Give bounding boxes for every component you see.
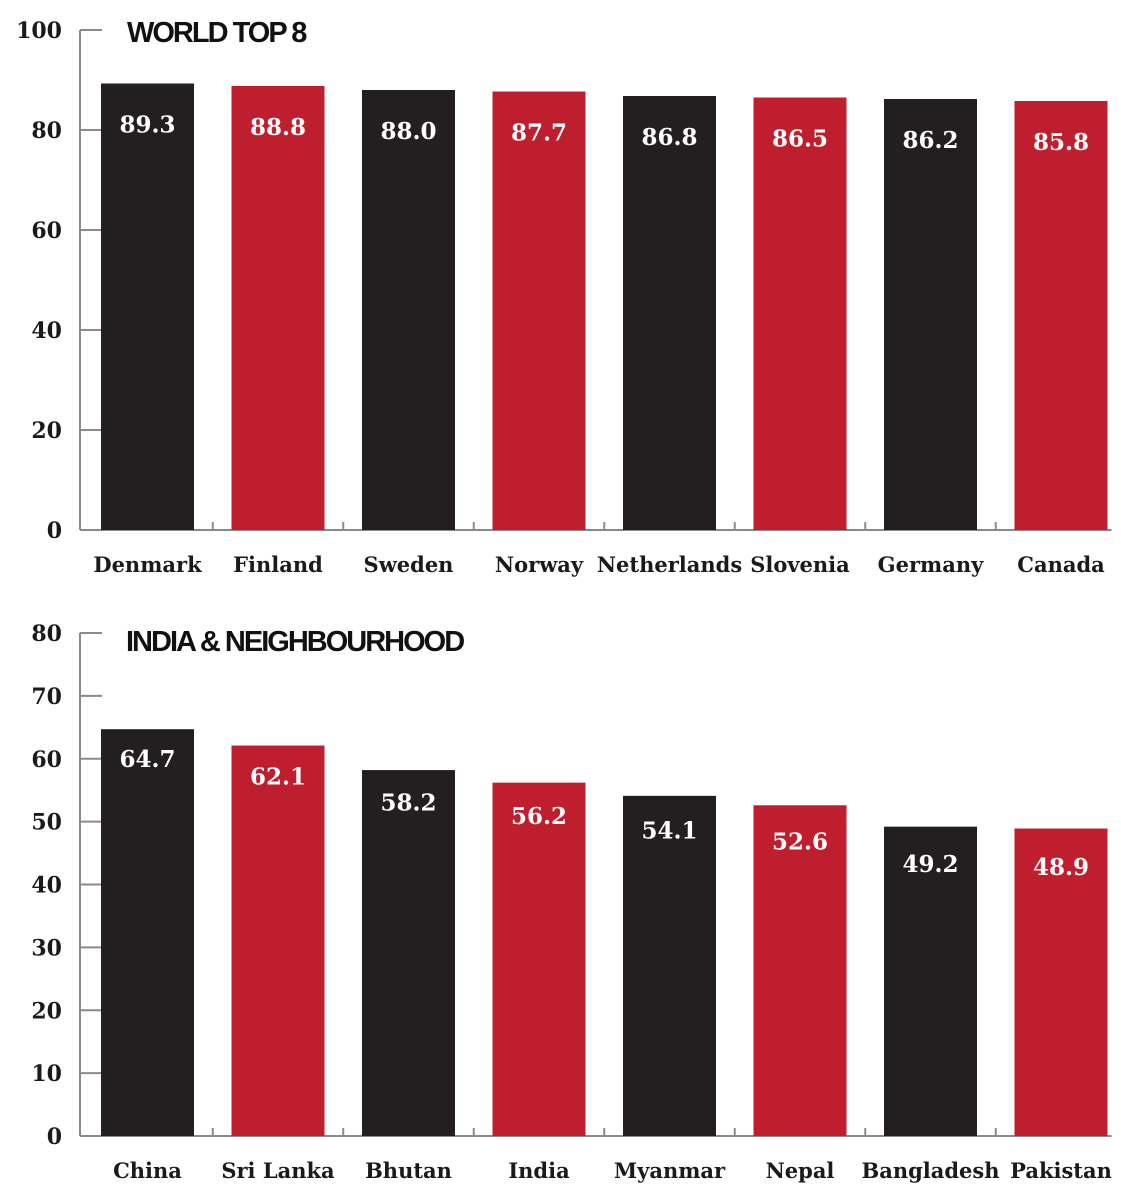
chart-2-bar [623,795,716,1136]
chart-2-y-tick-label: 60 [31,747,62,773]
chart-2-data-label: 58.2 [380,789,436,816]
chart-2-data-label: 48.9 [1033,854,1089,881]
chart-2-data-label: 62.1 [250,764,306,791]
chart-1-bar [362,90,455,530]
chart-2-y-tick-label: 40 [31,873,62,899]
chart-1-category-label: Norway [495,552,584,577]
chart-1-data-label: 88.0 [380,118,436,145]
chart-1-category-label: Sweden [364,552,454,577]
chart-1-data-label: 87.7 [511,120,567,147]
chart-2-category-label: India [508,1158,570,1183]
chart-2-bar [753,805,847,1136]
chart-1-y-tick-label: 40 [31,318,62,344]
chart-1-data-label: 89.3 [119,112,175,139]
chart-2-y-tick-label: 20 [31,998,62,1024]
chart-2-category-label: Nepal [766,1158,835,1183]
chart-2-bar [884,826,977,1136]
chart-2-bar [1014,828,1108,1136]
chart-1-y-tick-label: 0 [47,518,62,544]
chart-2-data-label: 56.2 [511,803,567,830]
chart-2-category-label: Myanmar [614,1158,726,1183]
chart-2-category-label: Sri Lanka [221,1158,335,1183]
chart-1-data-label: 86.8 [641,124,697,151]
chart-1-bar [623,96,716,530]
chart-2-y-tick-label: 30 [31,935,62,961]
chart-1-bar [231,86,325,530]
chart-1-data-label: 85.8 [1033,129,1089,156]
chart-1-category-label: Denmark [93,552,202,577]
chart-1-bar [101,83,194,530]
chart-2-category-label: Pakistan [1010,1158,1112,1183]
chart-2-data-label: 49.2 [902,851,958,878]
chart-2-y-tick-label: 80 [31,621,62,647]
chart-2-data-label: 52.6 [772,828,828,855]
chart-1-data-label: 86.2 [902,127,958,154]
chart-2-category-label: China [113,1158,182,1183]
chart-2-bar [101,729,194,1136]
chart-1-y-tick-label: 20 [31,418,62,444]
chart-1-y-tick-label: 80 [31,118,62,144]
chart-1-category-label: Canada [1017,552,1105,577]
chart-1-category-label: Germany [878,552,984,577]
chart-1-y-tick-label: 100 [16,18,62,44]
chart-2-y-tick-label: 50 [31,810,62,836]
chart-2-bar [231,745,325,1136]
chart-2-title: INDIA & NEIGHBOURHOOD [126,626,464,658]
chart-1-category-label: Finland [233,552,323,577]
chart-1-data-label: 86.5 [772,126,828,153]
chart-1-title: WORLD TOP 8 [127,17,307,49]
chart-1-bar [1014,101,1108,530]
chart-2-y-tick-label: 0 [47,1124,62,1150]
chart-2-data-label: 54.1 [641,818,697,845]
chart-2-bar [362,770,455,1136]
chart-2-category-label: Bhutan [365,1158,452,1183]
chart-1-category-label: Netherlands [597,552,742,577]
chart-2-data-label: 64.7 [119,746,175,773]
chart-1-bar [884,99,977,530]
chart-2-y-tick-label: 70 [31,684,62,710]
chart-1-bar [753,97,847,530]
chart-1-bar [492,91,586,530]
chart-2-bar [492,782,586,1136]
chart-1-data-label: 88.8 [250,114,306,141]
chart-2-y-tick-label: 10 [31,1061,62,1087]
chart-1-y-tick-label: 60 [31,218,62,244]
chart-2-category-label: Bangladesh [861,1158,999,1183]
chart-1-category-label: Slovenia [750,552,850,577]
